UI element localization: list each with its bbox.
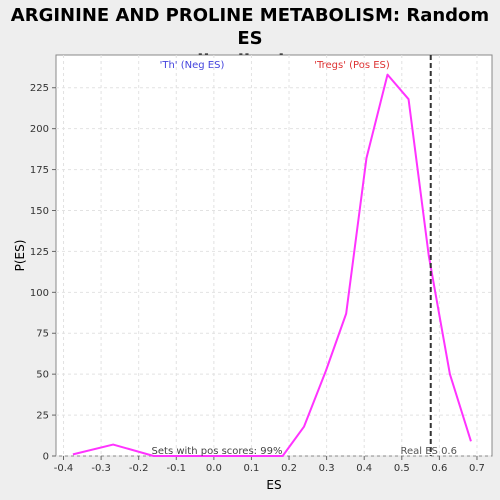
x-tick-label: -0.2: [129, 463, 149, 474]
y-tick-label: 75: [36, 329, 49, 340]
chart-title-line-1: ARGININE AND PROLINE METABOLISM: Random …: [10, 5, 490, 49]
y-tick-label: 225: [30, 83, 49, 94]
x-tick-label: 0.7: [469, 463, 485, 474]
y-axis-label: P(ES): [13, 240, 27, 272]
x-tick-label: 0.6: [431, 463, 447, 474]
x-tick-label: 0.3: [319, 463, 335, 474]
y-tick-label: 25: [36, 411, 49, 422]
x-axis-label: ES: [266, 478, 281, 492]
series-line: [72, 73, 472, 457]
x-tick-label: 0.2: [281, 463, 297, 474]
x-tick-label: 0.0: [206, 463, 222, 474]
x-tick-label: -0.3: [91, 463, 111, 474]
axes: -0.4 -0.3 -0.2 -0.1 0.0 0.1 0.2 0.3 0.4 0.5 0.6 0.7…: [30, 83, 485, 474]
plot-area: [55, 54, 493, 457]
y-tick-label: 200: [30, 124, 49, 135]
y-tick-label: 0: [43, 452, 49, 463]
x-tick-label: 0.4: [356, 463, 372, 474]
series-layer: [72, 73, 472, 457]
neg-es-label: 'Th' (Neg ES): [160, 60, 225, 71]
y-tick-label: 150: [30, 206, 49, 217]
real-es-label: Real ES 0.6: [400, 446, 456, 457]
pos-scores-footer: Sets with pos scores: 99%: [152, 446, 283, 457]
x-tick-label: -0.4: [54, 463, 74, 474]
x-tick-label: -0.1: [167, 463, 187, 474]
x-tick-label: 0.1: [243, 463, 259, 474]
x-tick-label: 0.5: [394, 463, 410, 474]
y-tick-label: 50: [36, 370, 49, 381]
y-tick-label: 100: [30, 288, 49, 299]
pos-es-label: 'Tregs' (Pos ES): [314, 60, 390, 71]
y-tick-label: 125: [30, 247, 49, 258]
y-tick-label: 175: [30, 165, 49, 176]
